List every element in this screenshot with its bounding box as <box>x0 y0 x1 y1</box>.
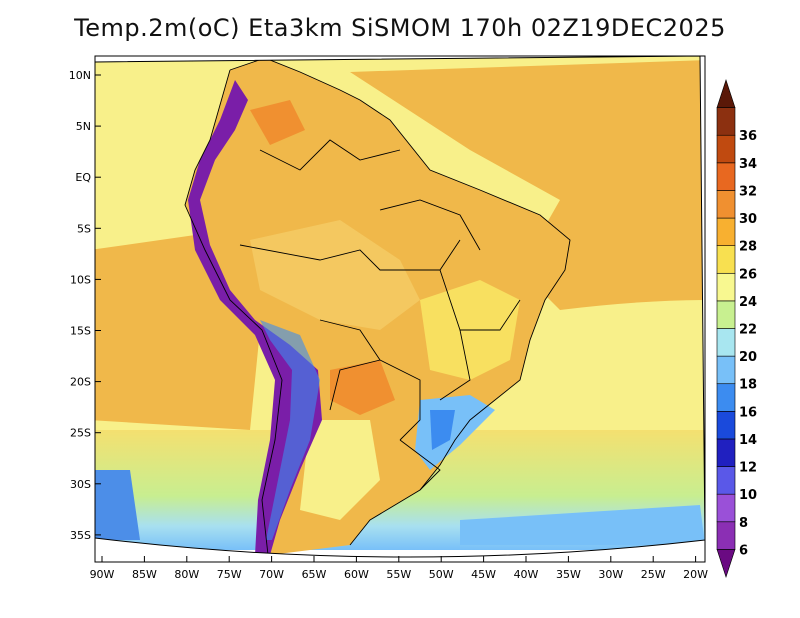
atlantic-warm-region <box>350 60 705 310</box>
lat-label: 10S <box>70 273 91 286</box>
chaco-hot-spot <box>330 360 395 415</box>
lon-label: 40W <box>514 568 539 581</box>
longitude-axis: 90W 85W 80W 75W 70W 65W 60W 55W 50W 45W 40W 35W 30W 2… <box>90 556 708 581</box>
serra-do-mar-cool <box>430 410 455 450</box>
lon-label: 80W <box>174 568 199 581</box>
colorbar-swatch <box>716 190 736 219</box>
colorbar-swatch <box>716 162 736 191</box>
pampas-region <box>300 420 380 520</box>
colorbar-label: 12 <box>739 461 757 476</box>
colorbar-label: 26 <box>739 267 757 282</box>
colorbar-swatch <box>716 466 736 495</box>
lon-label: 25W <box>641 568 666 581</box>
colorbar-swatch <box>716 328 736 357</box>
andes-east-slope <box>260 320 320 540</box>
southeast-cool-patch <box>460 505 705 545</box>
colorbar-swatch <box>716 521 736 550</box>
lon-label: 55W <box>386 568 411 581</box>
lat-label: 30S <box>70 478 91 491</box>
colorbar-label: 20 <box>739 350 757 365</box>
venezuela-hot-spot <box>250 100 305 145</box>
coastline-west <box>184 69 283 556</box>
lon-label: 60W <box>344 568 369 581</box>
border-peru-brazil <box>239 239 461 271</box>
colorbar-swatch <box>716 245 736 274</box>
border-states-3 <box>439 329 471 401</box>
lon-label: 90W <box>90 568 115 581</box>
plot-box <box>94 55 706 563</box>
border-north <box>259 139 401 171</box>
temperature-field <box>95 56 705 555</box>
colorbar-label: 24 <box>739 295 757 310</box>
colorbar-label: 16 <box>739 405 757 420</box>
lat-label: 35S <box>70 529 91 542</box>
amazon-interior <box>250 220 420 330</box>
lon-label: 30W <box>598 568 623 581</box>
lat-label: 5S <box>77 222 91 235</box>
colorbar-label: 30 <box>739 212 757 227</box>
lon-label: 20W <box>683 568 708 581</box>
lon-label: 85W <box>132 568 157 581</box>
lon-label: 50W <box>429 568 454 581</box>
colorbar-swatch <box>716 411 736 440</box>
lat-label: 15S <box>70 325 91 338</box>
latitude-axis: 10N 5N EQ 5S 10S 15S 20S 25S 30S 35S <box>69 69 101 542</box>
colorbar-label: 18 <box>739 378 757 393</box>
lat-label: 10N <box>69 69 91 82</box>
border-states-2 <box>379 199 481 251</box>
lon-label: 65W <box>302 568 327 581</box>
colorbar-label: 32 <box>739 184 757 199</box>
colorbar-swatch <box>716 272 736 302</box>
lat-label: 20S <box>70 376 91 389</box>
colorbar-label: 14 <box>739 433 757 448</box>
colorbar-swatch <box>716 383 736 412</box>
colorbar-swatch <box>716 217 736 246</box>
colorbar-label: 28 <box>739 240 757 255</box>
colorbar-label: 36 <box>739 129 757 144</box>
colorbar-swatch <box>716 549 736 578</box>
colorbar-swatch <box>716 300 736 329</box>
colorbar-swatch <box>716 79 736 108</box>
coastline-east <box>229 57 571 546</box>
colorbar-swatch <box>716 438 736 467</box>
colorbar-label: 10 <box>739 488 757 503</box>
border-states-1 <box>439 269 521 331</box>
colorbar-label: 22 <box>739 323 757 338</box>
border-paraguay <box>379 359 421 441</box>
lat-label: 5N <box>76 120 91 133</box>
country-borders <box>184 57 571 556</box>
colorbar: 6 8 10 12 14 16 18 20 22 24 26 28 30 32 34 36 <box>716 79 757 578</box>
colorbar-label: 34 <box>739 157 757 172</box>
lat-label: EQ <box>75 171 91 184</box>
colorbar-swatch <box>716 355 736 385</box>
map-frame <box>94 55 706 558</box>
lon-label: 75W <box>217 568 242 581</box>
lon-label: 45W <box>471 568 496 581</box>
colorbar-label: 6 <box>739 543 748 558</box>
lon-label: 35W <box>556 568 581 581</box>
colorbar-label: 8 <box>739 516 748 531</box>
southwest-cold-patch <box>95 470 140 540</box>
colorbar-swatch <box>716 493 736 523</box>
lon-label: 70W <box>259 568 284 581</box>
colorbar-swatch <box>716 107 736 136</box>
map-title: Temp.2m(oC) Eta3km SiSMOM 170h 02Z19DEC2… <box>74 14 726 42</box>
lat-label: 25S <box>70 427 91 440</box>
border-uruguay <box>399 439 441 491</box>
colorbar-swatch <box>716 134 736 164</box>
